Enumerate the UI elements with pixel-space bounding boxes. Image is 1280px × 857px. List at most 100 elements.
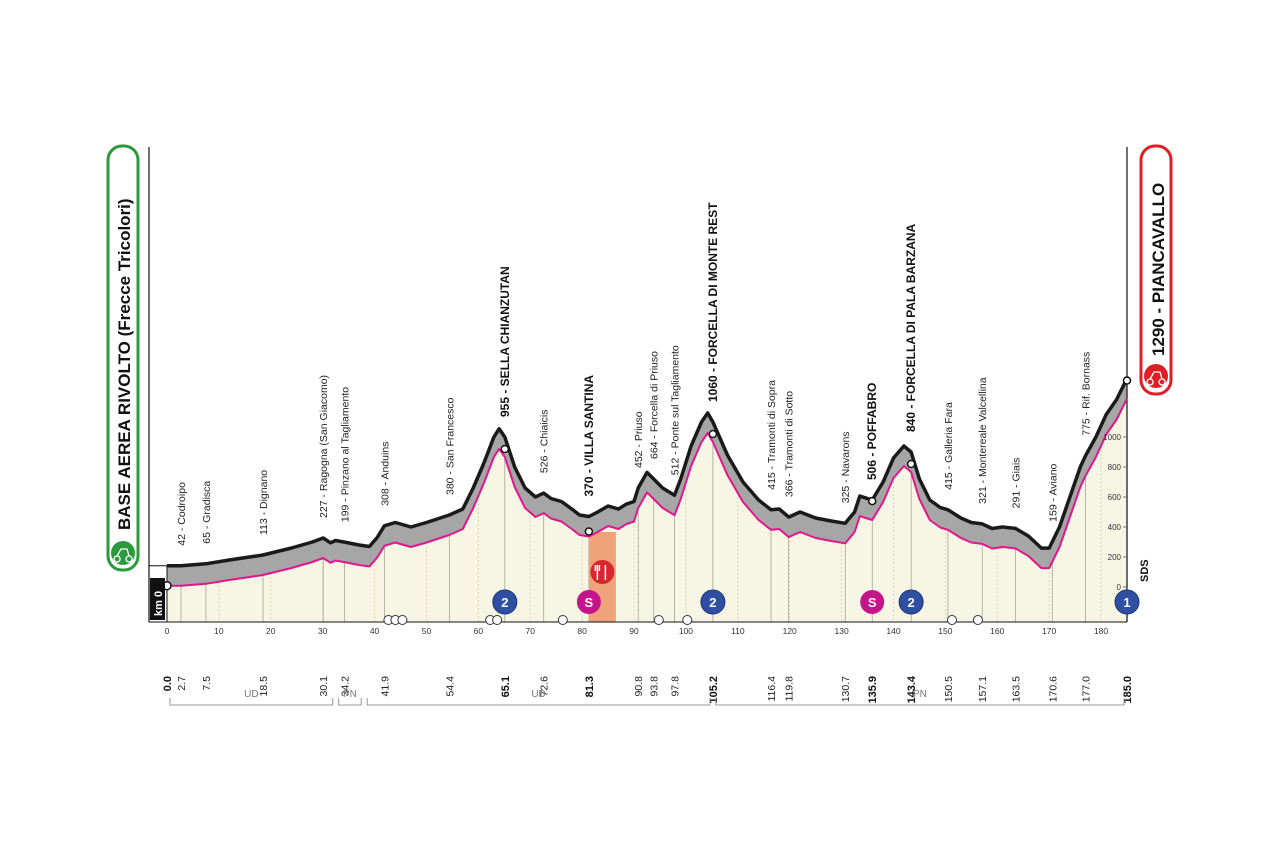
km-mark-13: 97.8 (670, 676, 682, 697)
x-tick-50: 50 (422, 626, 432, 636)
region-label-0: UD (244, 689, 258, 700)
alt-tick-0: 0 (1117, 583, 1122, 592)
climb-badge-0 (492, 589, 518, 615)
start-bike-icon (111, 541, 135, 565)
alt-tick-800: 800 (1108, 463, 1122, 472)
x-tick-100: 100 (679, 626, 693, 636)
waypoint-label-1: 65 - Gradisca (201, 481, 213, 544)
waypoint-label-6: 380 - San Francesco (444, 397, 456, 495)
climb-category-0: 2 (501, 595, 508, 610)
km-mark-3: 18.5 (258, 676, 270, 697)
x-tick-180: 180 (1094, 626, 1108, 636)
x-tick-110: 110 (731, 626, 745, 636)
km-mark-7: 54.4 (444, 676, 456, 697)
x-tick-170: 170 (1042, 626, 1056, 636)
alt-tick-600: 600 (1108, 493, 1122, 502)
climb-category-1: 2 (709, 595, 716, 610)
alt-tick-400: 400 (1108, 523, 1122, 532)
km-mark-14: 105.2 (708, 676, 720, 704)
waypoint-label-4: 199 - Pinzano al Tagliamento (339, 387, 351, 522)
waypoint-label-23: 775 - Rif. Bornass (1080, 352, 1092, 436)
tunnel-icon-4-0 (682, 615, 693, 625)
km-mark-2: 7.5 (201, 676, 213, 691)
x-tick-40: 40 (370, 626, 380, 636)
km-mark-10: 81.3 (584, 676, 596, 697)
summit-dot-2 (906, 459, 916, 469)
region-label-2: UD (531, 689, 545, 700)
km-mark-6: 41.9 (379, 676, 391, 697)
waypoint-label-3: 227 - Ragogna (San Giacomo) (318, 375, 330, 518)
x-tick-150: 150 (938, 626, 952, 636)
start-bike-glyph (113, 548, 133, 563)
finish-bike-glyph (1146, 371, 1166, 386)
km-mark-21: 157.1 (977, 676, 989, 702)
climb-badge-1 (700, 589, 726, 615)
x-tick-70: 70 (526, 626, 536, 636)
waypoint-label-2: 113 - Dignano (258, 470, 270, 535)
region-bracket-0 (169, 698, 334, 706)
region-bracket-3 (715, 698, 1125, 706)
waypoint-label-19: 415 - Galleria Fara (943, 402, 955, 490)
x-tick-10: 10 (214, 626, 224, 636)
finish-bike-icon (1144, 364, 1168, 388)
km0-box (150, 578, 165, 620)
waypoint-label-17: 506 - POFFABRO (865, 383, 879, 480)
sprint-label-0: S (585, 595, 594, 610)
profile-top-line (167, 377, 1129, 568)
feed-zone-icon (590, 560, 615, 584)
region-label-3: PN (913, 689, 927, 700)
summit-dot-0 (500, 444, 510, 454)
sprint-label-1: S (868, 595, 877, 610)
x-tick-120: 120 (783, 626, 797, 636)
cutlery-icon (594, 565, 607, 580)
km-mark-25: 185.0 (1122, 676, 1134, 704)
waypoint-label-5: 308 - Anduins (379, 442, 391, 506)
finish-name: 1290 - PIANCAVALLO (1149, 183, 1168, 356)
km-mark-16: 119.8 (784, 676, 796, 702)
km-mark-22: 163.5 (1010, 676, 1022, 702)
km-mark-11: 90.8 (633, 676, 645, 697)
km-mark-20: 150.5 (943, 676, 955, 702)
alt-tick-1000: 1000 (1103, 433, 1121, 442)
waypoint-label-14: 415 - Tramonti di Sopra (766, 380, 778, 490)
km-mark-23: 170.6 (1047, 676, 1059, 702)
waypoint-label-15: 366 - Tramonti di Sotto (784, 391, 796, 497)
km-mark-0: 0.0 (162, 676, 174, 691)
tunnel-icon-5-0 (946, 615, 957, 625)
town-dot-poffabro (867, 496, 877, 506)
start-name-box (106, 144, 140, 572)
x-tick-90: 90 (629, 626, 639, 636)
region-bracket-1 (338, 698, 362, 706)
x-tick-130: 130 (835, 626, 849, 636)
region-bracket-2 (366, 698, 711, 706)
sds-label: SDS (1139, 559, 1151, 582)
climb-category-3: 1 (1123, 595, 1130, 610)
waypoint-label-22: 159 - Aviano (1047, 463, 1059, 521)
x-tick-20: 20 (266, 626, 276, 636)
finish-name-box (1139, 144, 1173, 396)
waypoint-label-8: 526 - Chiaicis (539, 409, 551, 473)
waypoint-label-20: 321 - Montereale Valcellina (977, 377, 989, 504)
km-mark-19: 143.4 (906, 675, 918, 703)
km-mark-18: 135.9 (867, 676, 879, 704)
km-mark-24: 177.0 (1080, 676, 1092, 702)
waypoint-label-16: 325 - Navarons (840, 431, 852, 503)
alt-tick-200: 200 (1108, 553, 1122, 562)
x-tick-80: 80 (577, 626, 587, 636)
waypoint-label-21: 291 - Giais (1010, 458, 1022, 509)
tunnel-icon-6-0 (972, 615, 983, 625)
region-label-1: PN (343, 689, 357, 700)
profile-background (167, 398, 1127, 622)
waypoint-label-9: 370 - VILLA SANTINA (582, 375, 596, 497)
climb-category-2: 2 (908, 595, 915, 610)
town-dot-villa-santina (584, 527, 594, 536)
sprint-badge-1 (860, 590, 885, 614)
x-tick-140: 140 (886, 626, 900, 636)
waypoint-label-11: 664 - Forcella di Priuso (649, 351, 661, 459)
waypoint-label-0: 42 - Codroipo (176, 482, 188, 546)
waypoint-label-18: 840 - FORCELLA DI PALA BARZANA (904, 223, 918, 432)
x-tick-160: 160 (990, 626, 1004, 636)
finish-point (1122, 376, 1132, 385)
